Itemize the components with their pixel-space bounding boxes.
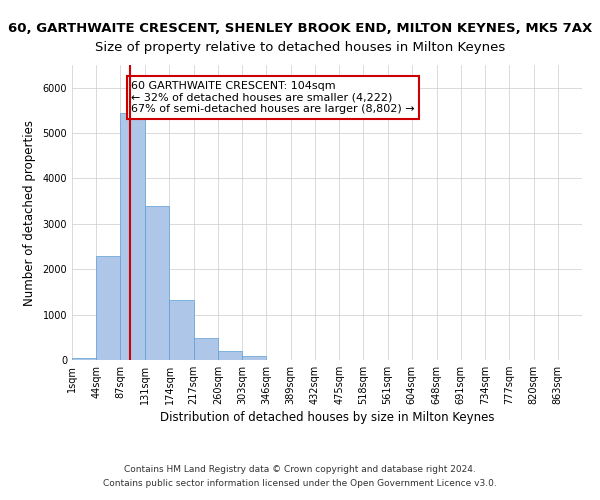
- Text: 60, GARTHWAITE CRESCENT, SHENLEY BROOK END, MILTON KEYNES, MK5 7AX: 60, GARTHWAITE CRESCENT, SHENLEY BROOK E…: [8, 22, 592, 36]
- Text: Contains HM Land Registry data © Crown copyright and database right 2024.
Contai: Contains HM Land Registry data © Crown c…: [103, 466, 497, 487]
- Bar: [72, 358, 96, 360]
- Bar: [145, 206, 169, 360]
- Y-axis label: Number of detached properties: Number of detached properties: [23, 120, 35, 306]
- Bar: [169, 300, 194, 360]
- Bar: [194, 338, 218, 360]
- Bar: [218, 352, 242, 360]
- Bar: [121, 112, 145, 360]
- Bar: [242, 356, 266, 360]
- Text: 60 GARTHWAITE CRESCENT: 104sqm
← 32% of detached houses are smaller (4,222)
67% : 60 GARTHWAITE CRESCENT: 104sqm ← 32% of …: [131, 81, 415, 114]
- Text: Size of property relative to detached houses in Milton Keynes: Size of property relative to detached ho…: [95, 41, 505, 54]
- X-axis label: Distribution of detached houses by size in Milton Keynes: Distribution of detached houses by size …: [160, 412, 494, 424]
- Bar: [96, 256, 121, 360]
